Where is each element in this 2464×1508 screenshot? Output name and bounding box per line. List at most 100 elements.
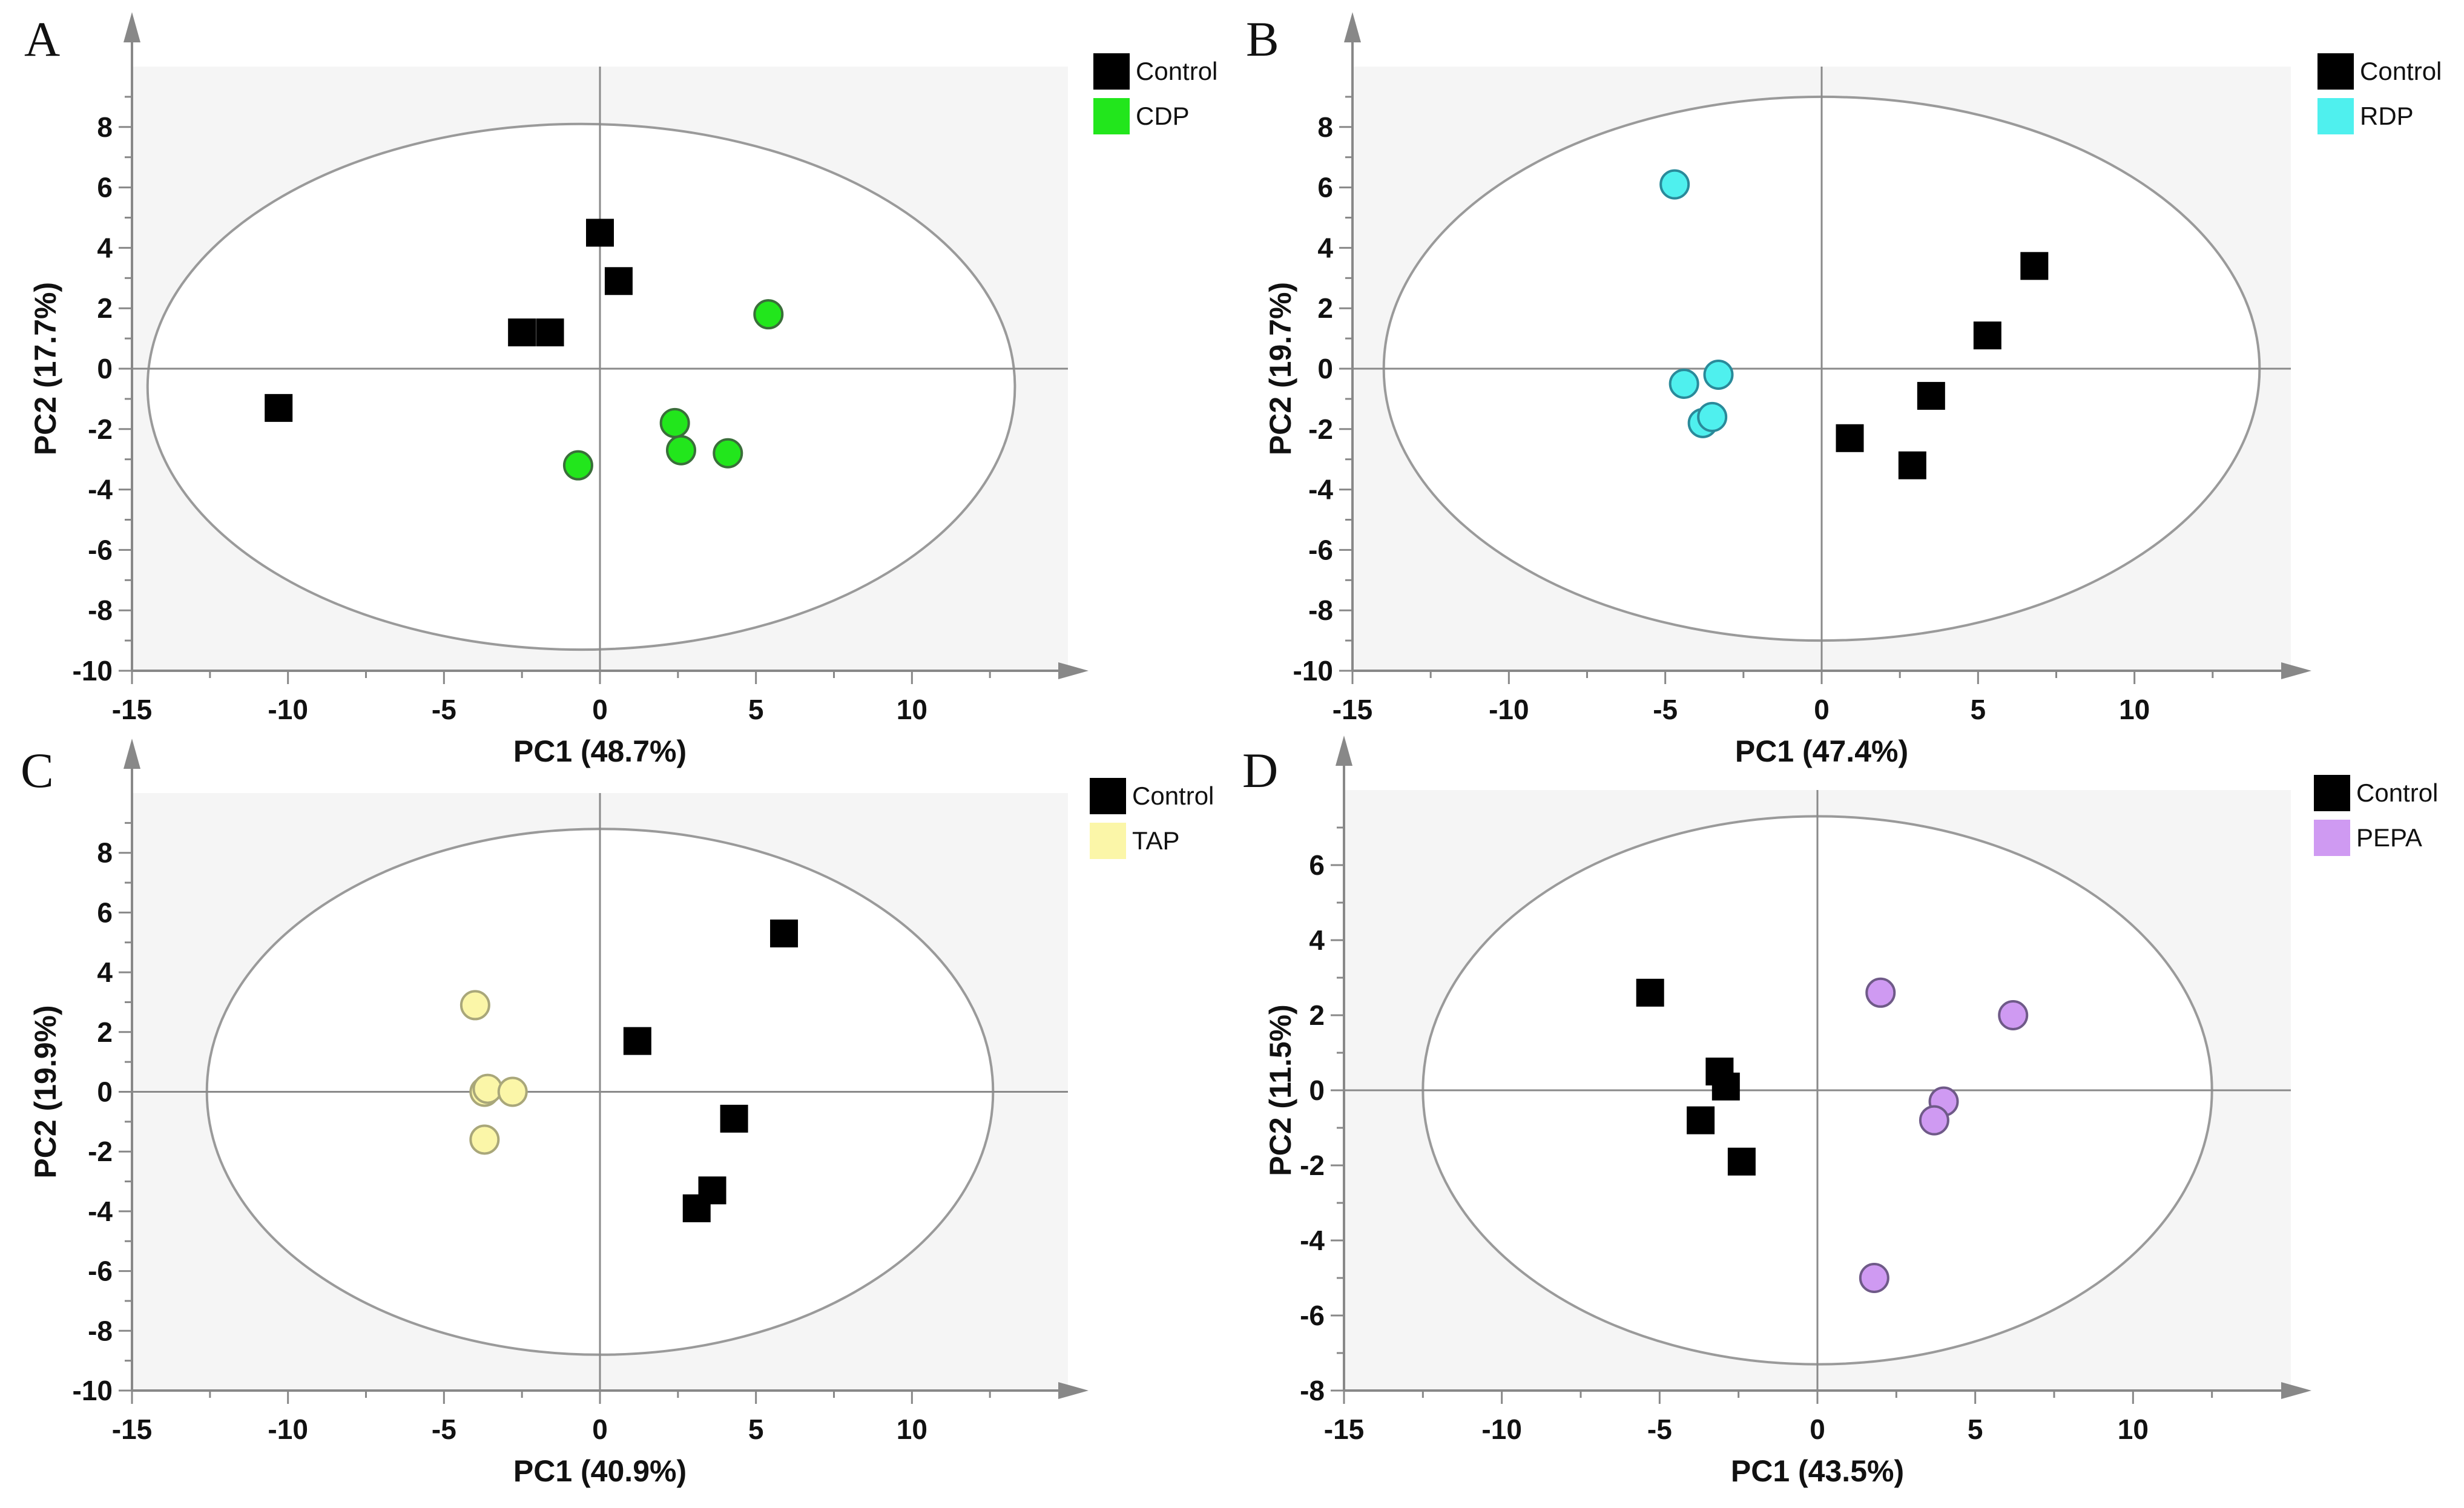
series-control <box>1836 252 2049 479</box>
legend: Control TAP <box>1090 778 1214 859</box>
legend-label: TAP <box>1132 826 1180 855</box>
data-point-circle <box>1697 401 1728 432</box>
data-point-circle <box>562 450 593 481</box>
legend-swatch <box>2317 98 2354 134</box>
y-tick-label: 4 <box>97 232 113 263</box>
y-tick-label: -10 <box>73 655 113 687</box>
y-tick-label: -8 <box>1300 1375 1325 1406</box>
y-axis-arrow-icon <box>1344 12 1361 42</box>
x-tick-label: -15 <box>112 1414 152 1445</box>
data-point-circle <box>665 435 696 466</box>
x-tick-label: -5 <box>1653 694 1678 725</box>
y-tick-label: 0 <box>1309 1075 1325 1106</box>
x-tick-label: -10 <box>1489 694 1529 725</box>
x-tick-label: -15 <box>1332 694 1372 725</box>
x-tick-label: 0 <box>592 694 608 725</box>
hotelling-ellipse <box>146 122 1016 651</box>
data-point-square <box>623 1027 651 1055</box>
y-axis-arrow-icon <box>1336 736 1352 766</box>
y-tick-label: 0 <box>97 353 113 384</box>
series-control <box>623 919 799 1222</box>
legend-swatch <box>1093 98 1130 134</box>
legend-swatch <box>1090 778 1126 814</box>
y-tick-label: -2 <box>88 413 113 445</box>
legend-swatch <box>1090 823 1126 859</box>
y-tick-label: -4 <box>88 1196 113 1227</box>
y-tick-label: 6 <box>1309 849 1325 881</box>
y-axis-title: PC2 (11.5%) <box>1263 1004 1297 1176</box>
legend-label: CDP <box>1136 102 1190 130</box>
data-point-square <box>682 1194 711 1222</box>
data-point-square <box>698 1176 726 1205</box>
series-cdp <box>562 299 784 481</box>
y-tick-label: 2 <box>97 292 113 324</box>
panel-letter: C <box>21 743 54 798</box>
y-axis-arrow-icon <box>124 12 140 42</box>
data-point-square <box>508 318 536 347</box>
x-axis-title: PC1 (47.4%) <box>1735 734 1908 768</box>
data-point-square <box>1917 381 1945 410</box>
data-point-circle <box>497 1076 528 1107</box>
data-point-circle <box>460 990 490 1021</box>
x-tick-label: 5 <box>1971 694 1986 725</box>
x-tick-label: 10 <box>2119 694 2150 725</box>
data-point-square <box>586 219 614 247</box>
legend-label: PEPA <box>2356 823 2422 852</box>
y-tick-label: 0 <box>97 1076 113 1108</box>
x-tick-label: -10 <box>1481 1414 1521 1445</box>
data-point-circle <box>713 438 743 469</box>
y-tick-label: 2 <box>97 1016 113 1048</box>
x-tick-label: -5 <box>432 1414 456 1445</box>
data-point-square <box>265 393 293 422</box>
x-tick-label: -5 <box>432 694 456 725</box>
data-point-square <box>770 919 799 947</box>
data-point-square <box>1711 1072 1740 1101</box>
legend-label: Control <box>2360 57 2442 85</box>
legend-swatch <box>2317 53 2354 90</box>
y-tick-label: -10 <box>73 1375 113 1406</box>
x-tick-label: -5 <box>1647 1414 1672 1445</box>
y-tick-label: 4 <box>1309 924 1325 956</box>
y-tick-label: -6 <box>88 1256 113 1287</box>
x-tick-label: 10 <box>897 694 927 725</box>
legend-label: Control <box>1132 782 1214 810</box>
x-axis-arrow-icon <box>1058 1382 1089 1399</box>
data-point-circle <box>659 407 690 438</box>
panel-a: -15 -10 -5 0 5 10 -10 -8 -6 -4 -2 0 2 4 6 8 PC1 (48.7%) P… <box>24 12 1217 768</box>
x-axis-arrow-icon <box>2281 662 2311 679</box>
legend: Control CDP <box>1093 53 1217 134</box>
series-control <box>265 219 633 422</box>
legend-swatch <box>1093 53 1130 90</box>
panel-letter: B <box>1246 12 1279 67</box>
legend-label: Control <box>1136 57 1217 85</box>
x-tick-label: 0 <box>592 1414 608 1445</box>
y-axis-title: PC2 (19.7%) <box>1263 282 1297 455</box>
y-tick-label: 8 <box>1317 111 1333 143</box>
data-point-square <box>1727 1147 1756 1176</box>
x-axis-title: PC1 (40.9%) <box>513 1454 687 1488</box>
series-rdp <box>1659 169 1734 438</box>
y-tick-label: -6 <box>88 534 113 565</box>
x-tick-label: 10 <box>2118 1414 2149 1445</box>
y-tick-label: 2 <box>1309 999 1325 1031</box>
data-point-square <box>1687 1106 1715 1134</box>
data-point-circle <box>1865 977 1896 1008</box>
y-tick-label: -10 <box>1293 655 1333 687</box>
legend-swatch <box>2314 775 2350 811</box>
x-tick-label: -10 <box>268 1414 308 1445</box>
y-axis-arrow-icon <box>124 739 140 769</box>
data-point-square <box>1636 978 1664 1007</box>
legend-swatch <box>2314 820 2350 856</box>
y-tick-label: -6 <box>1300 1300 1325 1331</box>
x-tick-label: -15 <box>112 694 152 725</box>
series-tap <box>460 990 528 1155</box>
data-point-square <box>1898 451 1926 479</box>
y-tick-label: -4 <box>1308 474 1333 505</box>
data-point-circle <box>1998 1000 2029 1030</box>
legend-label: Control <box>2356 779 2438 807</box>
data-point-square <box>720 1104 748 1133</box>
y-tick-label: 8 <box>97 837 113 869</box>
x-axis-arrow-icon <box>2281 1382 2311 1399</box>
x-axis-title: PC1 (43.5%) <box>1731 1454 1904 1488</box>
